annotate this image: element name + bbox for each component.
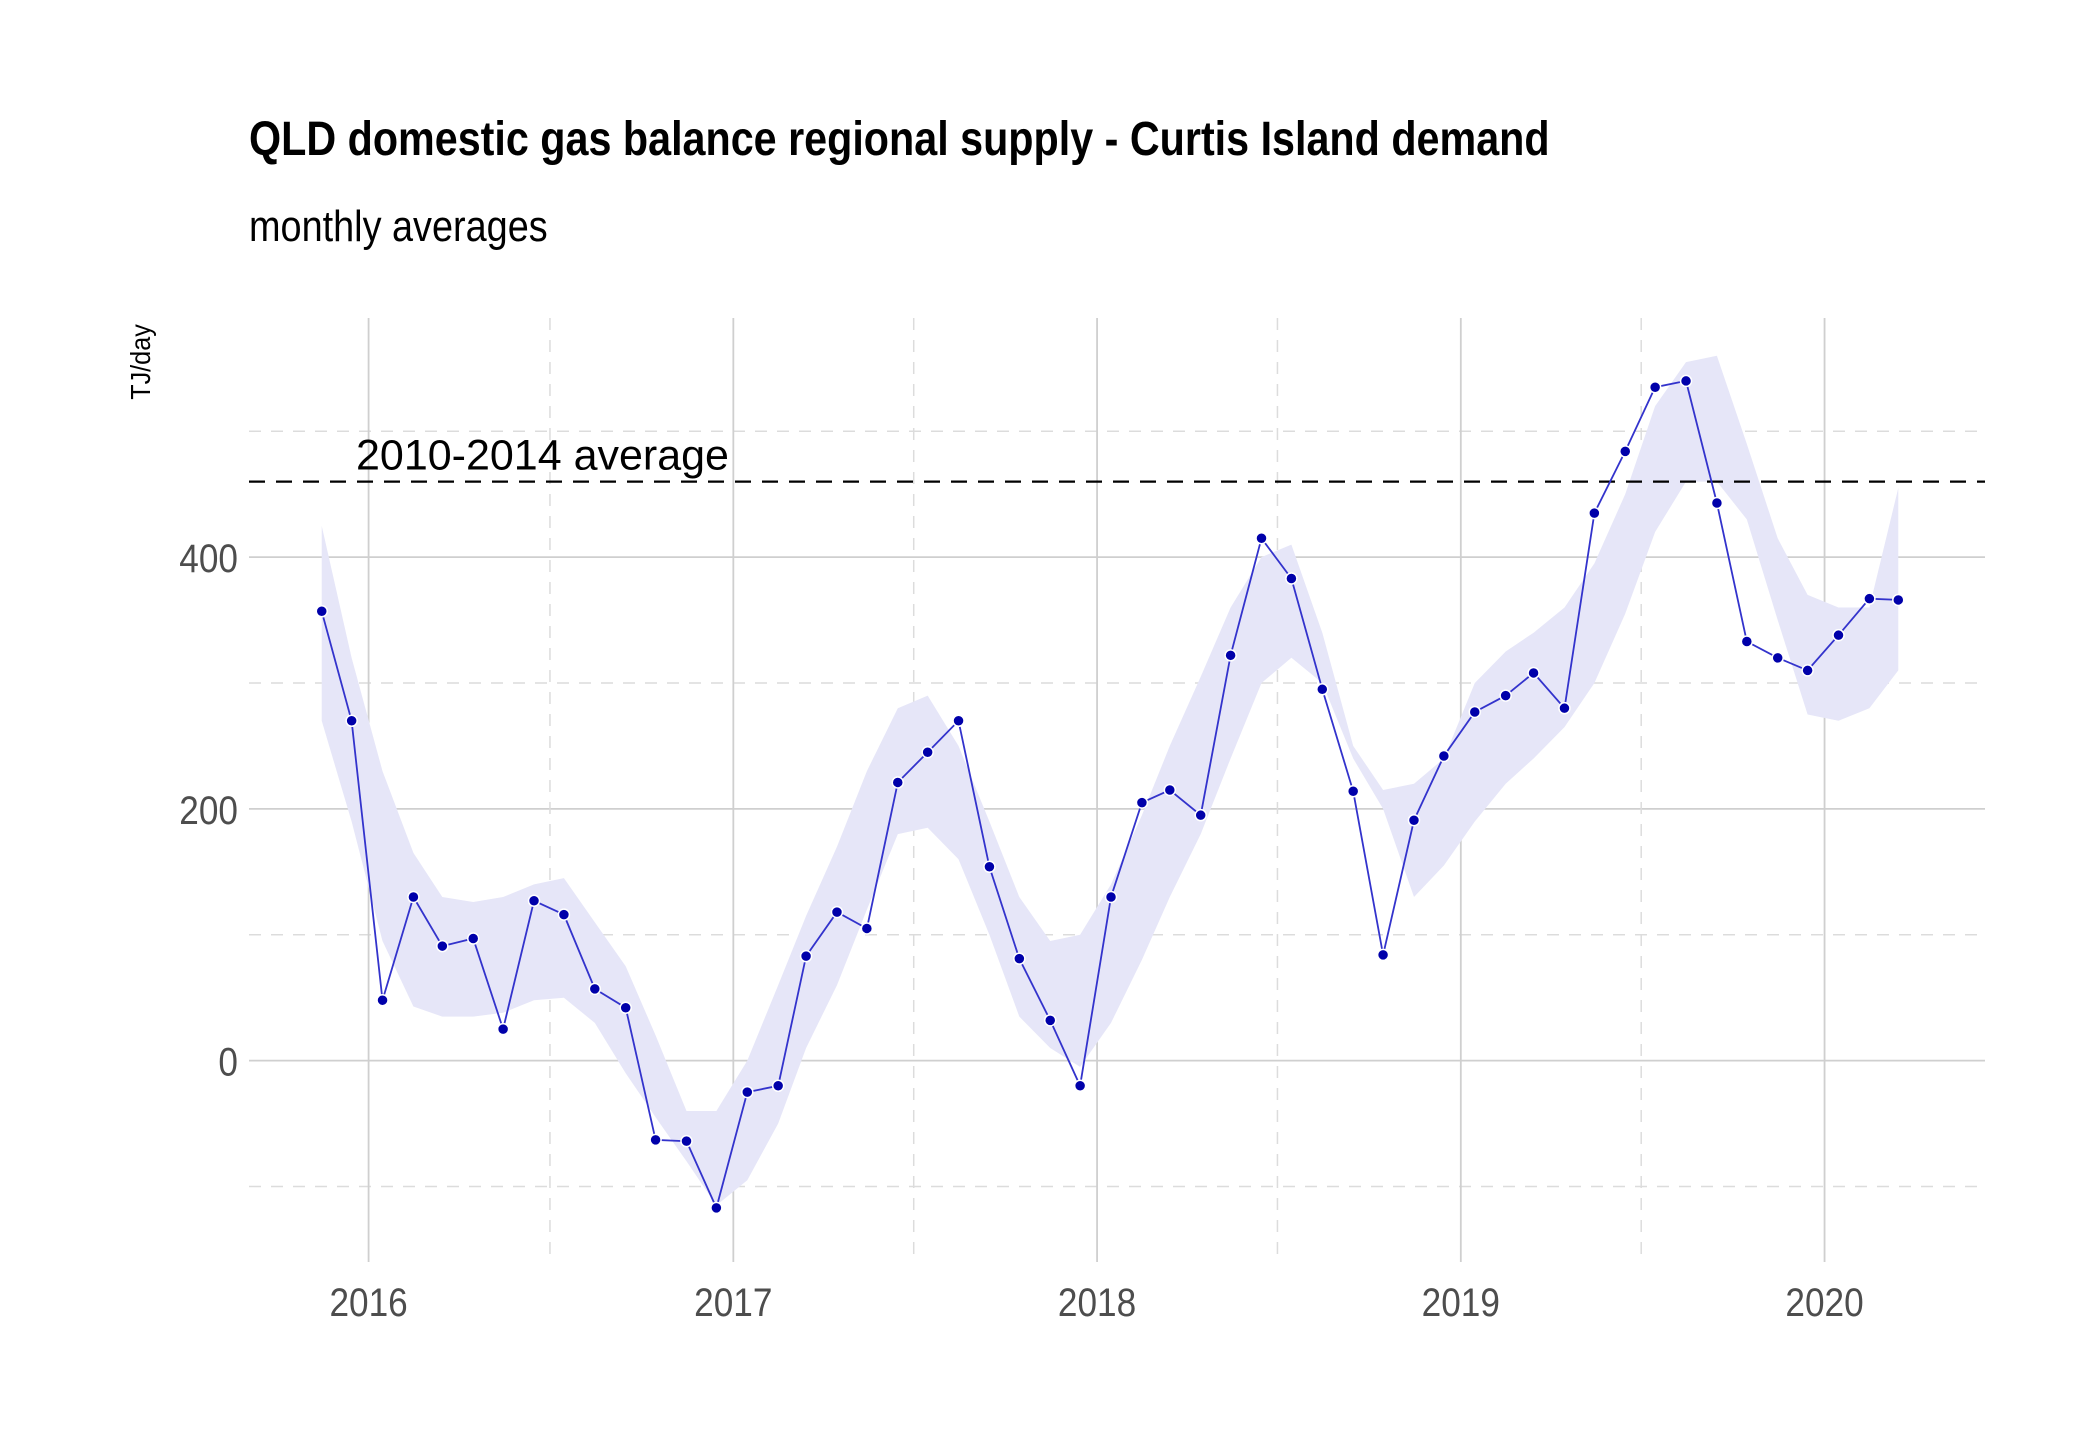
- data-point: [860, 922, 874, 935]
- data-point: [1135, 796, 1149, 809]
- y-tick-label: 200: [179, 788, 238, 833]
- reference-line-label: 2010-2014 average: [356, 432, 729, 480]
- axis-layer: 0 200 400 2016 2017 2018 2019 2020 TJ/day: [125, 324, 1864, 1325]
- data-point: [921, 745, 934, 759]
- data-point: [1043, 1014, 1057, 1027]
- chart-title: QLD domestic gas balance regional supply…: [249, 113, 1550, 166]
- data-point: [1255, 532, 1268, 545]
- x-tick-label: 2016: [329, 1280, 407, 1325]
- x-tick-label: 2020: [1785, 1280, 1863, 1325]
- data-point: [1648, 380, 1662, 394]
- data-point: [619, 1001, 632, 1014]
- data-point: [1832, 628, 1845, 642]
- chart-subtitle: monthly averages: [249, 202, 548, 251]
- data-point: [407, 890, 420, 904]
- data-point: [1710, 496, 1724, 510]
- data-point: [345, 714, 358, 728]
- data-point: [1104, 890, 1118, 904]
- data-point: [1224, 649, 1237, 662]
- x-tick-label: 2019: [1422, 1280, 1500, 1325]
- data-point: [830, 905, 844, 919]
- data-point: [557, 908, 571, 921]
- data-point: [741, 1085, 754, 1099]
- x-tick-label: 2018: [1058, 1280, 1136, 1325]
- data-point: [1316, 683, 1329, 696]
- data-point: [1801, 664, 1814, 677]
- data-point: [1468, 705, 1482, 719]
- data-point: [1679, 374, 1693, 388]
- data-point: [1527, 666, 1540, 680]
- data-point: [1013, 952, 1026, 965]
- x-tick-label: 2017: [694, 1280, 772, 1325]
- data-point: [376, 993, 389, 1007]
- confidence-band: [321, 355, 1899, 1206]
- data-point: [1437, 749, 1451, 763]
- data-point: [1194, 808, 1207, 822]
- data-point: [1771, 651, 1784, 665]
- data-point: [588, 982, 602, 996]
- data-point: [436, 939, 449, 953]
- data-point: [1073, 1079, 1087, 1093]
- data-point: [527, 894, 541, 908]
- data-point: [771, 1079, 785, 1093]
- data-point: [1892, 593, 1905, 607]
- data-point: [466, 932, 480, 945]
- data-point: [891, 776, 905, 789]
- y-axis-label: TJ/day: [125, 324, 157, 400]
- data-point: [1618, 445, 1632, 458]
- data-point: [1407, 813, 1421, 827]
- series-layer: [315, 374, 1905, 1215]
- data-point: [1588, 506, 1601, 520]
- data-point: [1558, 701, 1571, 715]
- data-point: [1163, 783, 1177, 797]
- data-point: [1376, 948, 1390, 962]
- data-point: [1346, 785, 1360, 798]
- band-layer: [321, 355, 1899, 1206]
- data-point: [496, 1022, 510, 1036]
- data-point: [952, 714, 965, 728]
- data-point: [1499, 689, 1512, 702]
- data-point: [799, 949, 813, 963]
- data-point: [649, 1133, 662, 1147]
- data-point: [983, 860, 996, 874]
- y-tick-label: 0: [218, 1040, 238, 1085]
- data-point: [710, 1201, 723, 1215]
- data-point: [1863, 592, 1876, 605]
- reference-layer: 2010-2014 average: [249, 432, 1985, 483]
- data-point: [315, 605, 328, 618]
- data-point: [1740, 635, 1754, 648]
- data-point: [1285, 572, 1298, 585]
- data-point: [680, 1134, 693, 1148]
- y-tick-label: 400: [179, 536, 238, 581]
